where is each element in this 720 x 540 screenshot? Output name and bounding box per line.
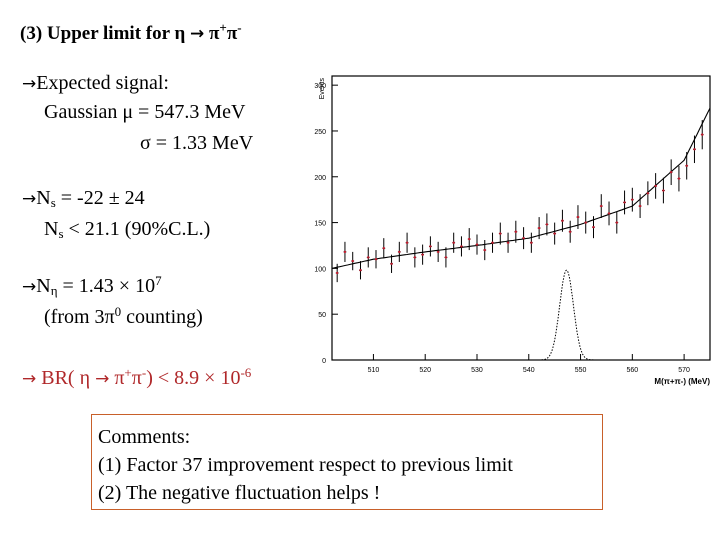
comment-1: (1) Factor 37 improvement respect to pre… [98, 454, 513, 476]
x-tick-label: 570 [678, 367, 690, 374]
branching-ratio-line: → BR( η → π+π-) < 8.9 × 10-6 [22, 365, 252, 389]
x-tick-label: 520 [419, 367, 431, 374]
x-tick-label: 510 [368, 367, 380, 374]
data-point [654, 184, 657, 188]
ns-value-line: →Ns = -22 ± 24 [22, 187, 145, 210]
data-point [444, 256, 448, 259]
data-point [367, 256, 370, 259]
gaussian-mean-line: Gaussian μ = 547.3 MeV [44, 101, 246, 123]
arrow-icon: → [22, 74, 37, 94]
signal-gaussian [535, 269, 598, 361]
y-tick-label: 300 [314, 83, 326, 90]
y-tick-label: 150 [314, 221, 326, 228]
data-point [561, 219, 564, 222]
x-tick-label: 550 [575, 367, 587, 374]
data-point [600, 204, 603, 208]
data-point [701, 133, 704, 136]
data-point [359, 269, 362, 272]
data-point [429, 245, 432, 248]
data-point [475, 243, 479, 246]
data-point [646, 192, 650, 195]
data-point [382, 247, 385, 250]
y-tick-label: 50 [318, 312, 326, 319]
arrow-icon: → [22, 189, 37, 209]
fit-curve [331, 107, 711, 269]
expected-signal-line: →Expected signal: [22, 72, 169, 94]
comments-heading: Comments: [98, 426, 191, 448]
data-point [398, 250, 401, 254]
data-point [615, 221, 618, 224]
data-point [662, 189, 665, 192]
data-point [452, 241, 455, 244]
data-point [693, 148, 696, 151]
mass-spectrum-plot: 0 50 100 150 200 250 300 510 520 530 540 550 560 570 E… [314, 75, 711, 386]
comments-box: Comments: (1) Factor 37 improvement resp… [91, 414, 603, 510]
data-point [460, 245, 463, 248]
arrow-icon: → [22, 277, 37, 297]
data-point [421, 253, 424, 256]
neta-line: →Nη = 1.43 × 107 [22, 273, 162, 298]
data-point [405, 241, 409, 244]
data-point [530, 241, 533, 244]
data-point [592, 225, 595, 229]
y-tick-label: 250 [314, 129, 326, 136]
data-point [545, 223, 549, 226]
data-point [677, 177, 681, 180]
y-tick-label: 0 [322, 358, 326, 365]
data-point [553, 232, 556, 235]
data-point [483, 248, 486, 252]
data-point [607, 212, 611, 215]
data-point [491, 241, 494, 244]
data-point [506, 241, 510, 244]
data-point [669, 170, 673, 174]
arrow-icon: → [22, 369, 37, 389]
data-point [436, 250, 440, 254]
data-point [631, 198, 634, 201]
data-point [468, 237, 471, 241]
gaussian-sigma-line: σ = 1.33 MeV [140, 132, 254, 154]
data-point [343, 250, 347, 254]
data-point [351, 259, 354, 263]
x-tick-label: 540 [523, 367, 535, 374]
data-point [584, 221, 587, 224]
plot-frame [331, 75, 711, 361]
data-point [537, 226, 541, 230]
data-point [499, 232, 502, 235]
y-tick-label: 100 [314, 266, 326, 273]
data-point [638, 204, 642, 208]
data-point [576, 215, 580, 219]
data-point [514, 230, 518, 233]
data-point [522, 236, 525, 240]
data-point [374, 258, 378, 261]
y-tick-label: 200 [314, 175, 326, 182]
data-point [335, 271, 339, 275]
x-tick-label: 560 [626, 367, 638, 374]
data-point [568, 230, 572, 233]
data-point [390, 262, 393, 266]
neta-source-line: (from 3π0 counting) [44, 304, 203, 328]
slide-title: (3) Upper limit for η → π+π- [20, 20, 242, 44]
x-axis-label: M(π+π-) (MeV) [654, 377, 710, 386]
x-tick-label: 530 [471, 367, 483, 374]
data-point [685, 164, 688, 167]
comment-2: (2) The negative fluctuation helps ! [98, 482, 381, 504]
data-point [413, 256, 417, 259]
y-axis-label: Events [319, 78, 326, 100]
data-point [623, 201, 626, 204]
ns-limit-line: Ns < 21.1 (90%C.L.) [44, 218, 211, 241]
